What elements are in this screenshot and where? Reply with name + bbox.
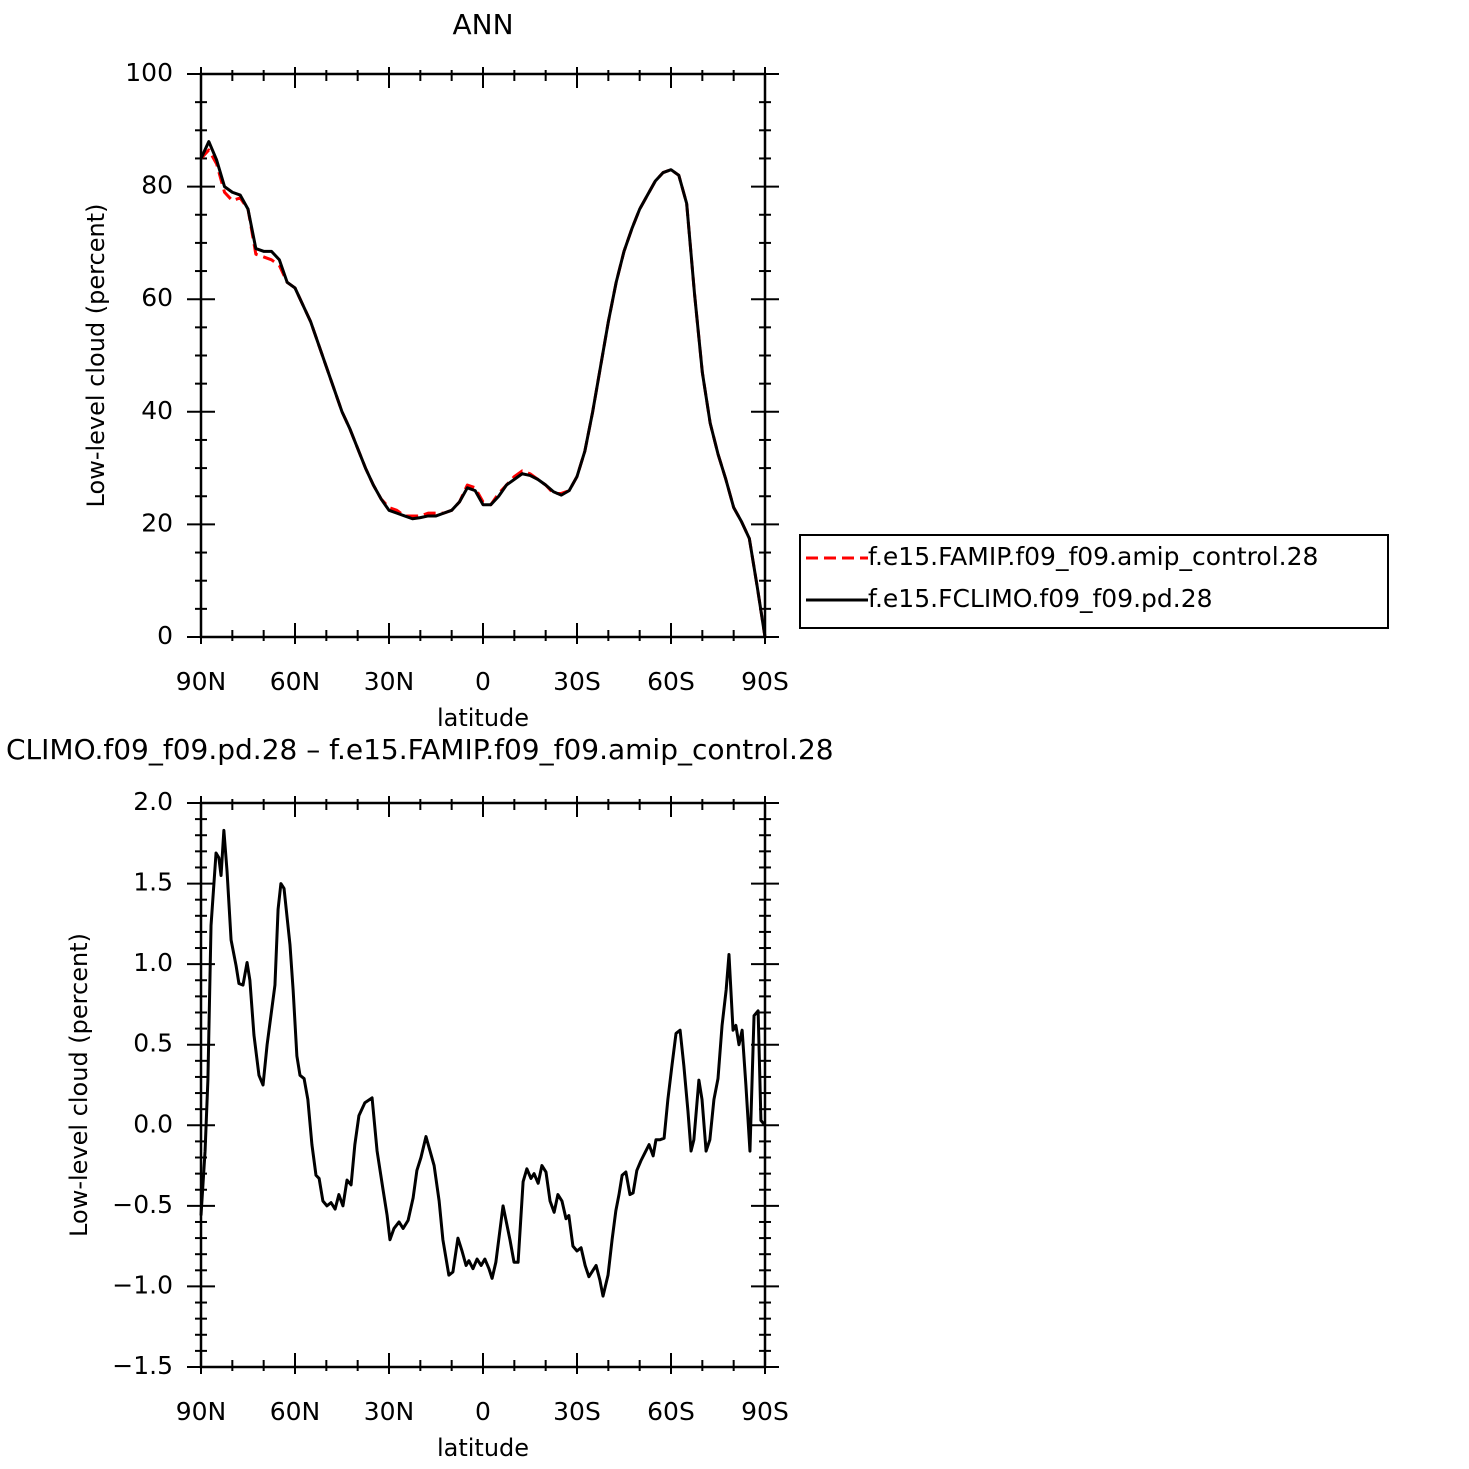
y-tick-label: 80 [141, 171, 173, 200]
y-axis-label: Low-level cloud (percent) [82, 204, 110, 508]
x-tick-label: 60N [270, 667, 321, 696]
y-tick-label: 0 [157, 621, 173, 650]
y-tick-label: 60 [141, 283, 173, 312]
x-tick-label: 30S [553, 1397, 601, 1426]
data-line [199, 828, 767, 1298]
x-tick-label: 0 [475, 667, 491, 696]
x-tick-label: 90S [741, 1397, 789, 1426]
plot-frame [199, 801, 767, 1369]
x-tick-label: 30N [364, 1397, 415, 1426]
data-line [199, 140, 767, 638]
y-tick-label: 40 [141, 396, 173, 425]
x-tick-label: 0 [475, 1397, 491, 1426]
y-tick-label: 2.0 [133, 787, 173, 816]
legend-label: f.e15.FAMIP.f09_f09.amip_control.28 [868, 542, 1318, 571]
data-line [199, 148, 767, 638]
y-tick-label: 1.0 [133, 948, 173, 977]
x-tick-label: 30N [364, 667, 415, 696]
y-tick-label: −1.0 [112, 1270, 173, 1299]
x-axis-label: latitude [437, 1434, 529, 1462]
x-tick-label: 90S [741, 667, 789, 696]
y-tick-label: 1.5 [133, 868, 173, 897]
y-tick-label: −0.5 [112, 1190, 173, 1219]
y-tick-label: 20 [141, 508, 173, 537]
x-tick-label: 60S [647, 1397, 695, 1426]
x-tick-label: 90N [176, 1397, 227, 1426]
plot-frame [199, 72, 767, 639]
x-tick-label: 90N [176, 667, 227, 696]
y-tick-label: −1.5 [112, 1351, 173, 1380]
y-tick-label: 0.0 [133, 1109, 173, 1138]
chart-title: ANN [452, 8, 513, 41]
x-tick-label: 60N [270, 1397, 321, 1426]
legend-box [799, 534, 1389, 629]
y-axis-label: Low-level cloud (percent) [65, 933, 93, 1237]
chart-title: CLIMO.f09_f09.pd.28 – f.e15.FAMIP.f09_f0… [6, 733, 834, 766]
legend-label: f.e15.FCLIMO.f09_f09.pd.28 [868, 584, 1213, 613]
x-tick-label: 30S [553, 667, 601, 696]
x-tick-label: 60S [647, 667, 695, 696]
y-tick-label: 0.5 [133, 1029, 173, 1058]
y-tick-label: 100 [125, 58, 173, 87]
x-axis-label: latitude [437, 704, 529, 732]
